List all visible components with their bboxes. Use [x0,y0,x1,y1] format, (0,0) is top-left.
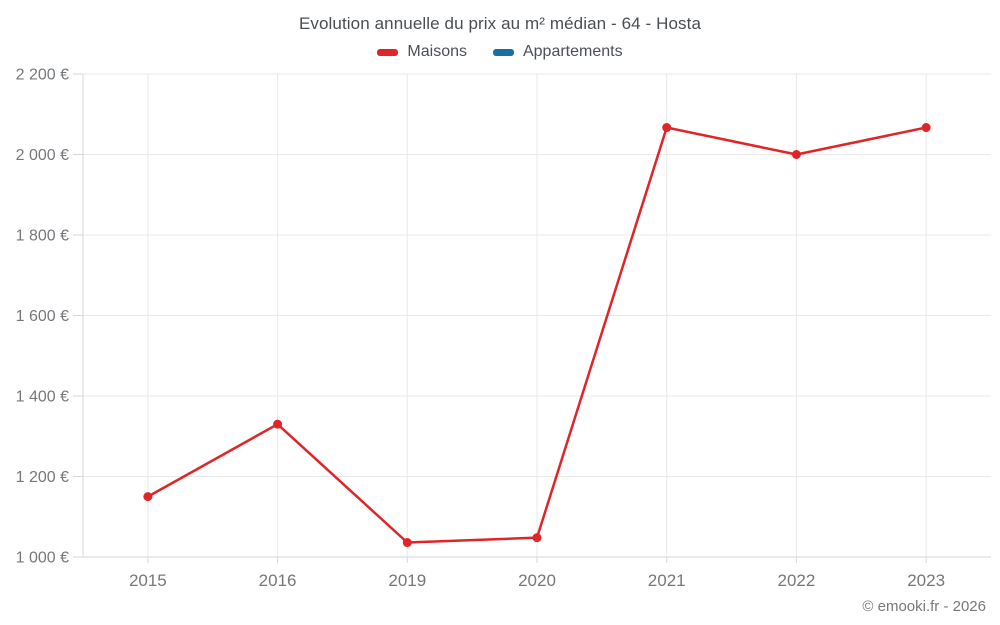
chart-title: Evolution annuelle du prix au m² médian … [298,14,702,33]
y-tick-label-1000: 1 000 € [16,550,69,567]
data-point-maisons-2021[interactable] [662,123,672,133]
y-tick-label-1200: 1 200 € [16,469,69,486]
x-tick-label-2016: 2016 [259,571,297,590]
copyright-text: © emooki.fr - 2026 [862,598,986,615]
data-point-maisons-2022[interactable] [791,150,801,159]
y-tick-label-1800: 1 800 € [16,228,69,245]
data-point-maisons-2020[interactable] [532,533,542,543]
x-tick-label-2021: 2021 [648,571,686,590]
chart-legend: Maisons Appartements [0,43,1000,61]
x-tick-label-2023: 2023 [907,571,945,590]
legend-swatch-appartements-icon [492,48,514,56]
y-tick-label-1600: 1 600 € [16,308,69,325]
x-tick-label-2020: 2020 [518,571,556,590]
data-point-maisons-2016[interactable] [273,419,283,429]
chart-header: Evolution annuelle du prix au m² médian … [0,14,1000,61]
x-tick-label-2019: 2019 [388,571,426,590]
y-tick-label-2000: 2 000 € [16,147,69,164]
y-tick-label-2200: 2 200 € [16,67,69,84]
x-tick-label-2022: 2022 [778,571,816,590]
y-tick-label-1400: 1 400 € [16,389,69,406]
data-point-maisons-2023[interactable] [921,123,931,133]
data-point-maisons-2015[interactable] [143,492,153,502]
legend-item-maisons[interactable]: Maisons [377,43,467,61]
legend-swatch-maisons-icon [377,48,399,56]
x-tick-label-2015: 2015 [129,571,167,590]
legend-label-appartements: Appartements [522,43,623,60]
legend-label-maisons: Maisons [407,43,467,60]
data-point-maisons-2019[interactable] [402,538,412,548]
legend-item-appartements[interactable]: Appartements [492,43,623,61]
